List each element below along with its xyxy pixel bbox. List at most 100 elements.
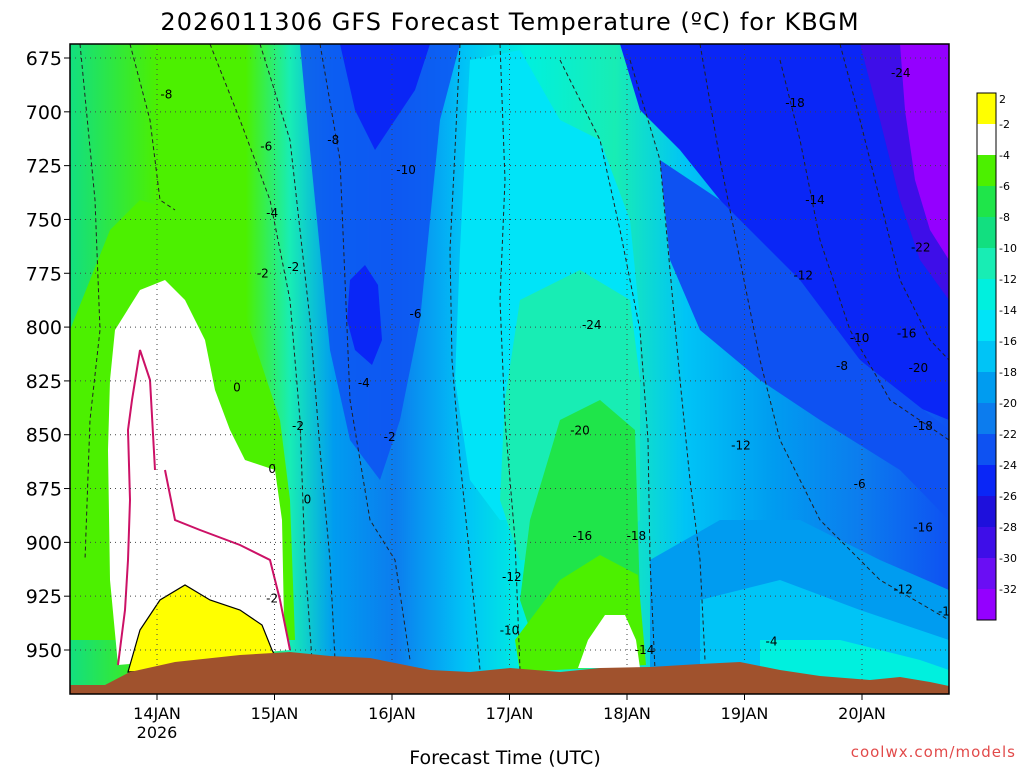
contour-label-text: -6 [854,477,866,491]
y-tick-label: 750 [26,209,62,231]
contour-label-text: -16 [897,327,917,341]
colorbar-segment [977,403,996,434]
contour-label-text: -16 [913,520,933,534]
contour-label: -2 [287,260,299,274]
colorbar-label: -16 [999,335,1017,348]
contour-label: -20 [909,361,929,375]
contour-label-text: -10 [500,624,520,638]
colorbar-segment [977,248,996,279]
contour-label: -8 [327,133,339,147]
contour-label: -24 [582,318,602,332]
colorbar-segment [977,589,996,620]
colorbar-label: -28 [999,521,1017,534]
contour-label-text: -22 [911,240,931,254]
colorbar-label: -24 [999,459,1017,472]
contour-label: -14 [635,643,655,657]
y-tick-label: 700 [26,102,62,124]
y-tick-label: 875 [26,479,62,501]
contour-label-text: -10 [938,604,958,618]
contour-label: -12 [793,268,813,282]
contour-label: -16 [897,327,917,341]
cold-core-16jan [347,265,382,365]
contour-label: -12 [731,438,751,452]
contour-label-text: -12 [793,268,813,282]
colorbar-label: -32 [999,583,1017,596]
y-tick-label: 950 [26,640,62,662]
colorbar-label: -22 [999,428,1017,441]
contour-label: -14 [805,193,825,207]
contour-label: -2 [384,430,396,444]
contour-label: -18 [913,419,933,433]
colorbar-label: -10 [999,242,1017,255]
contour-label-text: -10 [396,163,416,177]
contour-label-text: -4 [358,376,370,390]
contour-label: -6 [854,477,866,491]
contour-label-text: 0 [233,380,241,394]
x-tick-label: 18JAN [603,704,651,723]
colorbar-label: -4 [999,149,1010,162]
colorbar-label: -26 [999,490,1017,503]
contour-label-text: -6 [410,307,422,321]
contour-label: -8 [836,359,848,373]
coldest-east [900,44,949,260]
contour-label-text: -14 [805,193,825,207]
above-freezing-18jan [578,615,640,668]
contour-label-text: 0 [304,492,312,506]
contour-label-text: -8 [160,88,172,102]
contour-label-text: -2 [287,260,299,274]
contour-label-text: -4 [766,634,778,648]
contour-label-text: -24 [993,66,1013,80]
x-tick-label: 19JAN [721,704,769,723]
contour-label: -24 [993,66,1013,80]
contour-label: -10 [850,331,870,345]
y-tick-label: 925 [26,586,62,608]
colorbar: 2 -2 -4 -6 -8 -10 -12 -14 -16 -18 -20 -22 -24 -26 -28 -… [976,92,1017,621]
cold-region-east [620,44,949,420]
colorbar-label: -30 [999,552,1017,565]
contour-label-text: -18 [785,96,805,110]
colorbar-segment [977,372,996,403]
contour-labels: -8-6 -8-10-4-2 -2-60 -4-20-20-2-24-20-16 -18… [160,66,1013,657]
colorbar-label: -8 [999,211,1010,224]
chart-title: 2026011306 GFS Forecast Temperature (ºC)… [160,8,859,36]
grid-lines [70,44,949,694]
colorbar-segment [977,279,996,310]
x-axis-label: Forecast Time (UTC) [409,747,600,768]
colorbar-segment [977,93,996,124]
credit-link[interactable]: coolwx.com/models [851,743,1016,761]
contour-label-text: -2 [266,591,278,605]
colorbar-segment [977,465,996,496]
y-tick-label: 825 [26,371,62,393]
contour-label: -4 [358,376,370,390]
contour-label-text: -16 [573,529,593,543]
x-axis: 14JAN 15JAN 16JAN 17JAN 18JAN 19JAN 20JAN 2026 [133,694,886,742]
colorbar-frame [976,92,997,621]
colorbar-segment [977,124,996,155]
cold-region-east-mid [660,160,949,520]
x-tick-label: 16JAN [368,704,416,723]
contour-label-text: -20 [909,361,929,375]
colorbar-segment [977,186,996,217]
contour-label-text: -24 [582,318,602,332]
contour-label-text: -12 [893,583,913,597]
contour-lines [79,44,949,671]
y-tick-label: 725 [26,156,62,178]
contour-label: -24 [891,66,911,80]
y-tick-label: 775 [26,263,62,285]
contour-label-text: -8 [836,359,848,373]
y-tick-label: 675 [26,48,62,70]
colorbar-label: -6 [999,180,1010,193]
contour-label: 0 [233,380,241,394]
cold-top-16jan [340,44,430,150]
freezing-line [117,349,291,666]
contour-label-text: -24 [891,66,911,80]
colorbar-segment [977,496,996,527]
y-tick-label: 900 [26,532,62,554]
plot-area: -8-6 -8-10-4-2 -2-60 -4-20-20-2-24-20-16 -18… [70,44,1013,694]
contour-label: -6 [260,139,272,153]
colorbar-segment [977,527,996,558]
contour-label-text: -12 [502,570,522,584]
contour-label-text: 0 [268,462,276,476]
y-axis: 675 700 725 750 775 800 825 850 875 900 925 950 [26,48,70,662]
colorbar-label: -12 [999,273,1017,286]
